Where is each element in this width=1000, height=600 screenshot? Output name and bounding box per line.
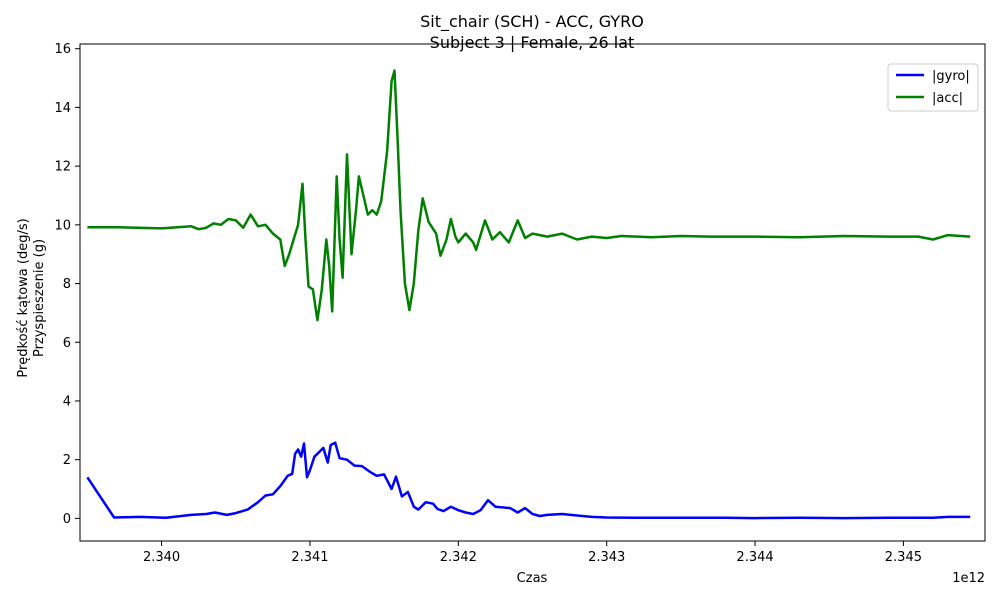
series-layer <box>86 69 971 520</box>
x-tick-label: 2.343 <box>588 550 625 565</box>
x-tick-label: 2.340 <box>143 550 180 565</box>
plot-area-frame <box>79 43 986 542</box>
x-tick-label: 2.342 <box>440 550 477 565</box>
x-axis: 2.340 2.341 2.342 2.343 2.344 2.345 <box>143 541 922 565</box>
y-tick-label: 16 <box>54 42 71 57</box>
y-tick-label: 0 <box>63 512 71 527</box>
y-tick-label: 10 <box>54 218 71 233</box>
legend-label-gyro: |gyro| <box>932 69 970 84</box>
x-tick-label: 2.341 <box>291 550 328 565</box>
x-tick-label: 2.345 <box>885 550 922 565</box>
series-line-gyro <box>86 441 971 520</box>
y-tick-label: 14 <box>54 101 71 116</box>
legend: |gyro| |acc| <box>887 63 979 112</box>
chart-title-line-1: Sit_chair (SCH) - ACC, GYRO <box>420 12 644 32</box>
y-axis: 0 2 4 6 8 10 12 14 16 <box>54 42 80 527</box>
x-tick-label: 2.344 <box>736 550 773 565</box>
x-axis-label: Czas <box>517 571 548 586</box>
chart-title-line-2: Subject 3 | Female, 26 lat <box>430 33 635 52</box>
legend-label-acc: |acc| <box>932 91 963 106</box>
y-tick-label: 2 <box>63 453 71 468</box>
y-tick-label: 4 <box>63 394 71 409</box>
x-axis-offset-label: 1e12 <box>952 571 985 586</box>
y-tick-label: 6 <box>63 336 71 351</box>
y-axis-label-line-1: Prędkość kątowa (deg/s) <box>16 218 31 377</box>
y-tick-label: 12 <box>54 160 71 175</box>
y-tick-label: 8 <box>63 277 71 292</box>
y-axis-label-line-2: Przyspieszenie (g) <box>32 239 47 357</box>
series-line-acc <box>87 69 971 322</box>
